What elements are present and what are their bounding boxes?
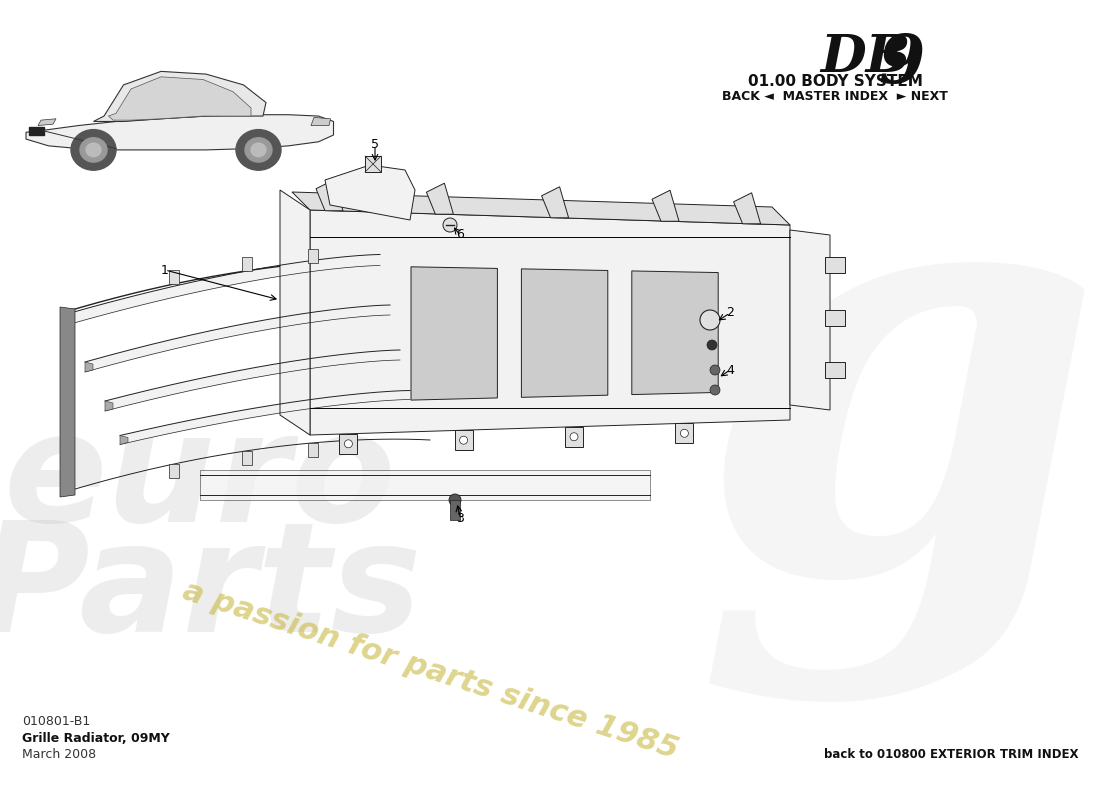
Polygon shape [65, 314, 73, 326]
Text: euro: euro [3, 406, 396, 554]
Circle shape [460, 436, 467, 444]
Polygon shape [26, 114, 333, 150]
Circle shape [700, 310, 720, 330]
Polygon shape [411, 266, 497, 400]
Polygon shape [120, 435, 128, 445]
Polygon shape [825, 362, 845, 378]
Text: back to 010800 EXTERIOR TRIM INDEX: back to 010800 EXTERIOR TRIM INDEX [824, 748, 1078, 761]
Polygon shape [825, 257, 845, 273]
Circle shape [80, 138, 107, 162]
Polygon shape [65, 254, 379, 326]
Polygon shape [310, 210, 790, 435]
Polygon shape [308, 249, 318, 263]
Text: 3: 3 [456, 511, 464, 525]
Polygon shape [94, 71, 266, 122]
Circle shape [251, 143, 266, 157]
Circle shape [710, 365, 720, 375]
Circle shape [707, 340, 717, 350]
Polygon shape [242, 257, 252, 271]
Polygon shape [280, 190, 310, 435]
Polygon shape [340, 434, 358, 454]
Text: DB: DB [820, 32, 911, 83]
Polygon shape [311, 118, 330, 126]
Polygon shape [652, 190, 679, 222]
Circle shape [710, 385, 720, 395]
Circle shape [236, 130, 280, 170]
Polygon shape [734, 193, 760, 224]
Text: Parts: Parts [0, 515, 422, 665]
Circle shape [443, 218, 456, 232]
Circle shape [681, 430, 689, 438]
Polygon shape [169, 270, 179, 284]
Polygon shape [104, 350, 400, 411]
Polygon shape [427, 183, 453, 214]
Polygon shape [200, 470, 650, 500]
Polygon shape [85, 362, 94, 372]
Polygon shape [169, 464, 179, 478]
Polygon shape [39, 118, 56, 126]
Text: g: g [696, 138, 1100, 702]
Polygon shape [675, 423, 693, 443]
Circle shape [245, 138, 272, 162]
Polygon shape [790, 230, 830, 410]
Polygon shape [242, 451, 252, 465]
Polygon shape [541, 186, 569, 218]
Polygon shape [85, 305, 390, 372]
Polygon shape [316, 180, 343, 210]
Text: 1: 1 [161, 263, 169, 277]
Text: a passion for parts since 1985: a passion for parts since 1985 [178, 576, 682, 764]
Text: BACK ◄  MASTER INDEX  ► NEXT: BACK ◄ MASTER INDEX ► NEXT [722, 90, 948, 103]
Text: 5: 5 [371, 138, 380, 151]
Polygon shape [521, 269, 608, 398]
Text: 010801-B1: 010801-B1 [22, 715, 90, 728]
Polygon shape [29, 127, 44, 135]
Polygon shape [60, 307, 75, 497]
Circle shape [86, 143, 101, 157]
Circle shape [344, 440, 352, 448]
Polygon shape [104, 401, 113, 411]
Polygon shape [450, 500, 460, 520]
Polygon shape [292, 192, 790, 225]
Text: Grille Radiator, 09MY: Grille Radiator, 09MY [22, 732, 169, 745]
Text: 2: 2 [726, 306, 734, 319]
Polygon shape [631, 271, 718, 394]
Polygon shape [825, 310, 845, 326]
Circle shape [570, 433, 578, 441]
Text: 6: 6 [456, 229, 464, 242]
Polygon shape [120, 390, 410, 445]
Circle shape [72, 130, 116, 170]
Polygon shape [454, 430, 473, 450]
Bar [365, 156, 381, 172]
Polygon shape [109, 77, 251, 120]
Text: 9: 9 [878, 32, 924, 97]
Text: March 2008: March 2008 [22, 748, 96, 761]
Circle shape [449, 494, 461, 506]
Polygon shape [565, 426, 583, 446]
Polygon shape [324, 165, 415, 220]
Text: 01.00 BODY SYSTEM: 01.00 BODY SYSTEM [748, 74, 923, 89]
Polygon shape [308, 443, 318, 457]
Text: 4: 4 [726, 363, 734, 377]
